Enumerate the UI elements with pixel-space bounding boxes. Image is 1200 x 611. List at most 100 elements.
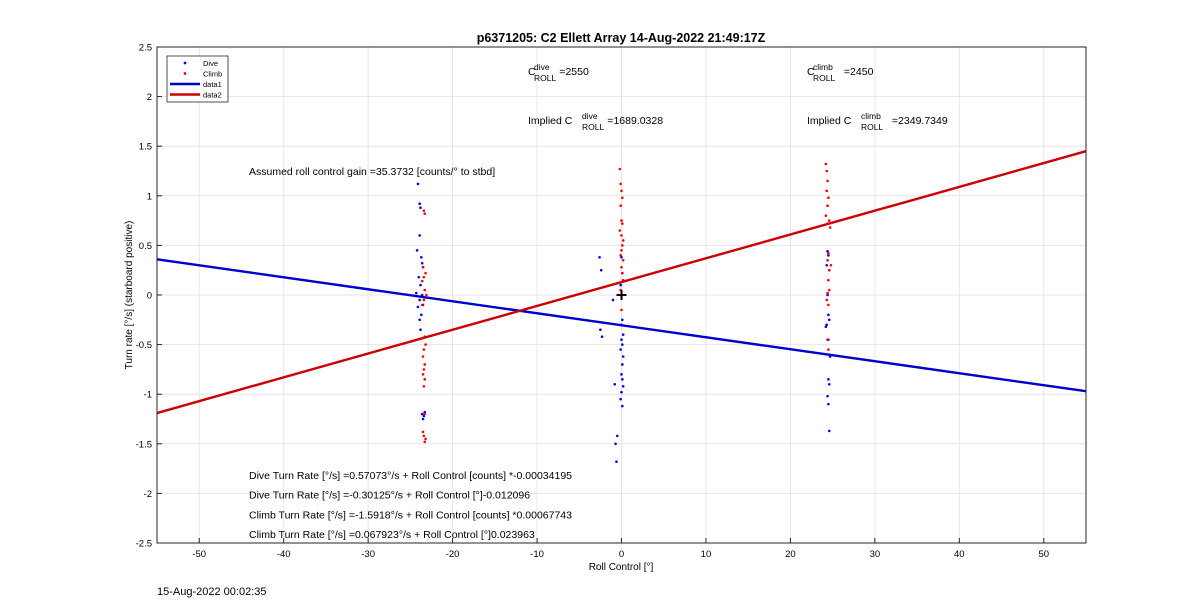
legend-entry: Dive [203,59,218,68]
data-point-climb [827,196,830,200]
data-point-dive [418,318,421,322]
data-point-climb [423,378,427,381]
legend-entry: Climb [203,69,222,78]
data-point-climb [422,298,426,302]
regression-equation: Dive Turn Rate [°/s] =0.57073°/s + Roll … [249,470,572,482]
data-point-dive [827,313,830,317]
legend-entry: data1 [203,80,222,89]
data-point-climb [827,252,830,255]
data-point-climb [425,293,428,297]
data-point-dive [619,348,622,351]
data-point-dive [826,394,829,398]
data-point-dive [414,291,418,295]
data-point-dive [599,268,603,272]
chart-title: p6371205: C2 Ellett Array 14-Aug-2022 21… [477,31,766,45]
data-point-climb [420,303,424,307]
data-point-climb [618,167,622,171]
data-point-dive [416,305,420,309]
data-point-climb [619,182,622,186]
data-point-climb [619,254,622,257]
y-tick-label: 0.5 [139,241,152,252]
x-tick-label: -30 [361,549,375,560]
data-point-dive [418,298,421,302]
data-point-dive [417,275,421,279]
data-point-climb [827,219,831,222]
data-point-climb [620,234,623,237]
y-axis-label: Turn rate [°/s] (starboard positive) [124,221,135,370]
data-point-climb [421,373,425,376]
x-tick-label: 40 [954,549,965,560]
axis-ticks: -50 -40 -30 -20 -10 0 10 20 30 40 50-2.5-2-1.5-1-0… [136,43,1049,561]
x-tick-label: 30 [870,549,881,560]
x-tick-label: -10 [530,549,544,560]
data-point-dive [421,417,425,421]
data-point-dive [419,328,422,332]
data-point-climb [423,412,427,416]
data-point-dive [619,283,622,287]
data-point-climb [422,368,426,371]
data-point-dive [827,378,830,381]
plot-annotations: Cdive ROLL =2550 Cclimb ROLL =2450 Implied C… [249,62,948,541]
legend-point-swatch [183,72,187,75]
data-point-climb [621,222,624,225]
data-point-dive [600,335,604,338]
data-point-climb [422,275,426,279]
data-point-climb [827,288,831,292]
data-point-climb [621,258,625,262]
data-point-dive [827,318,831,322]
data-point-climb [424,437,427,441]
x-axis-label: Roll Control [°] [589,562,654,573]
data-point-dive [826,293,829,297]
x-tick-label: -40 [277,549,291,560]
data-point-dive [826,250,829,253]
regression-equation: Climb Turn Rate [°/s] =0.067923°/s + Rol… [249,529,535,541]
data-point-dive [827,402,830,406]
y-tick-label: -1 [144,390,152,401]
y-tick-label: -1.5 [136,439,152,450]
regression-equation: Climb Turn Rate [°/s] =-1.5918°/s + Roll… [249,509,572,521]
data-point-climb [826,204,829,208]
data-point-climb [422,348,426,351]
data-point-climb [618,229,622,232]
data-point-climb [421,430,425,434]
data-point-climb [829,263,833,267]
data-point-climb [620,249,623,252]
data-point-dive [419,206,422,210]
c-roll-climb-label: Cclimb ROLL =2450 [807,62,874,83]
data-point-climb [422,384,426,388]
data-point-climb [621,196,624,200]
data-point-climb [827,348,830,351]
x-tick-label: 50 [1038,549,1049,560]
data-point-dive [420,412,424,416]
fit-line-data1 [156,258,1087,393]
data-point-dive [825,323,829,327]
data-point-climb [825,298,829,302]
data-point-dive [598,256,601,259]
data-point-dive [415,249,419,252]
data-point-climb [423,363,427,366]
data-point-climb [620,189,623,193]
data-point-climb [421,265,425,269]
y-tick-label: -0.5 [136,340,152,351]
x-tick-label: -50 [192,549,206,560]
data-point-climb [621,239,625,242]
y-tick-label: -2.5 [136,539,152,550]
data-point-climb [420,279,424,283]
data-point-dive [615,434,619,438]
data-point-climb [826,338,829,341]
plot-series [156,150,1087,463]
data-point-climb [824,214,828,217]
data-point-climb [825,189,829,193]
data-point-dive [620,256,623,259]
data-point-climb [423,440,427,444]
data-point-dive [615,460,618,463]
y-tick-label: 1.5 [139,142,152,153]
data-point-climb [422,209,426,212]
data-point-dive [827,382,831,386]
footer-timestamp: 15-Aug-2022 00:02:35 [157,586,267,598]
data-point-dive [613,382,617,386]
legend-point-swatch [183,61,187,65]
data-point-climb [828,226,832,229]
